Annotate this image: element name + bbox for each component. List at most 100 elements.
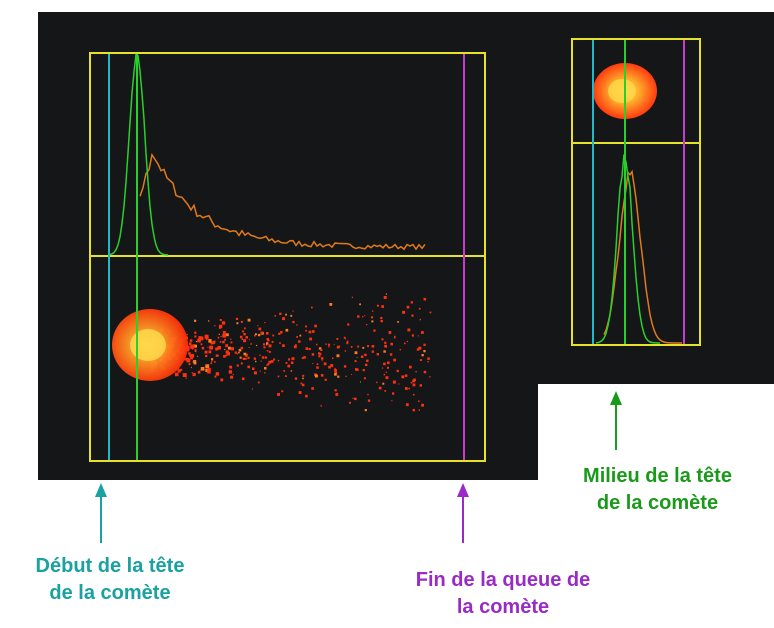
tail-speckle	[240, 346, 244, 350]
tail-speckle	[264, 356, 268, 359]
tail-speckle	[316, 343, 318, 346]
tail-speckle	[401, 375, 405, 379]
tail-speckle	[190, 354, 195, 358]
tail-speckle	[410, 381, 413, 384]
tail-speckle	[259, 354, 261, 356]
tail-speckle	[264, 367, 267, 370]
tail-speckle	[219, 319, 222, 321]
tail-speckle	[364, 353, 367, 357]
tail-speckle	[413, 393, 415, 396]
tail-speckle	[210, 341, 214, 345]
tail-speckle	[225, 350, 229, 354]
tail-speckle	[227, 346, 231, 350]
tail-speckle	[234, 351, 237, 354]
tail-speckle	[191, 348, 194, 350]
tail-speckle	[290, 370, 293, 372]
tail-speckle	[328, 343, 331, 346]
tail-speckle	[421, 354, 424, 357]
tail-speckle	[215, 354, 219, 357]
tail-speckle	[344, 338, 346, 340]
tail-speckle	[229, 365, 233, 369]
tail-speckle	[194, 335, 197, 338]
tail-speckle	[215, 372, 220, 376]
tail-speckle	[334, 371, 338, 375]
tail-speckle	[205, 368, 209, 372]
tail-speckle	[213, 340, 216, 343]
tail-speckle	[346, 342, 349, 345]
tail-speckle	[263, 346, 266, 349]
tail-speckle	[236, 322, 239, 325]
tail-speckle	[174, 372, 179, 377]
tail-speckle	[354, 397, 357, 401]
tail-speckle	[208, 320, 210, 322]
tail-speckle	[192, 361, 194, 363]
tail-speckle	[225, 344, 229, 348]
tail-speckle	[411, 314, 414, 317]
tail-speckle	[236, 364, 239, 367]
tail-speckle	[285, 375, 287, 377]
tail-speckle	[184, 357, 188, 361]
tail-speckle	[198, 336, 202, 340]
tail-speckle	[404, 374, 408, 377]
tail-speckle	[335, 393, 339, 396]
main-profile-box	[89, 52, 486, 257]
tail-speckle	[380, 319, 383, 323]
tail-speckle	[409, 365, 412, 369]
tail-speckle	[273, 358, 276, 361]
tail-speckle	[419, 359, 422, 362]
tail-speckle	[427, 357, 430, 360]
tail-speckle	[364, 409, 367, 412]
tail-speckle	[247, 318, 251, 322]
tail-speckle	[399, 348, 401, 351]
tail-speckle	[190, 356, 193, 360]
tail-speckle	[311, 387, 314, 390]
tail-speckle	[334, 389, 337, 392]
tail-speckle	[253, 357, 256, 360]
tail-speckle	[383, 296, 387, 299]
middle-arrow	[610, 391, 622, 450]
tail-speckle	[204, 334, 209, 339]
tail-speckle	[314, 324, 317, 328]
tail-speckle	[357, 315, 360, 318]
tail-speckle	[383, 362, 386, 366]
tail-speckle	[371, 316, 374, 319]
tail-speckle	[207, 346, 209, 348]
tail-speckle	[376, 381, 378, 384]
side-head-profile	[595, 154, 660, 344]
tail-speckle	[278, 332, 281, 335]
tail-speckle	[288, 358, 291, 361]
tail-speckle	[392, 380, 396, 384]
tail-speckle	[418, 409, 420, 411]
start-of-head-label: Début de la tête de la comète	[0, 553, 220, 607]
tail-speckle	[350, 346, 353, 348]
tail-speckle	[277, 393, 280, 396]
tail-speckle	[290, 361, 294, 364]
tail-speckle	[283, 370, 286, 372]
tail-speckle	[256, 344, 258, 347]
tail-speckle	[357, 345, 360, 348]
tail-speckle	[225, 354, 228, 357]
end-arrow	[457, 483, 469, 543]
tail-speckle	[366, 359, 369, 362]
tail-speckle	[384, 390, 387, 392]
tail-speckle	[188, 352, 191, 355]
tail-speckle	[320, 405, 322, 407]
tail-speckle	[360, 355, 364, 358]
tail-speckle	[351, 374, 353, 375]
tail-speckle	[252, 367, 255, 370]
tail-speckle	[291, 357, 295, 361]
tail-speckle	[318, 347, 322, 350]
tail-speckle	[429, 311, 432, 314]
tail-speckle	[300, 382, 303, 385]
total-intensity-profile	[139, 152, 426, 251]
tail-speckle	[268, 350, 271, 353]
tail-speckle	[217, 336, 220, 339]
tail-speckle	[373, 329, 376, 332]
tail-speckle	[213, 342, 216, 344]
tail-speckle	[314, 374, 318, 378]
tail-speckle	[285, 313, 287, 316]
tail-speckle	[199, 336, 204, 341]
tail-speckle	[396, 369, 399, 373]
tail-speckle	[257, 325, 259, 327]
